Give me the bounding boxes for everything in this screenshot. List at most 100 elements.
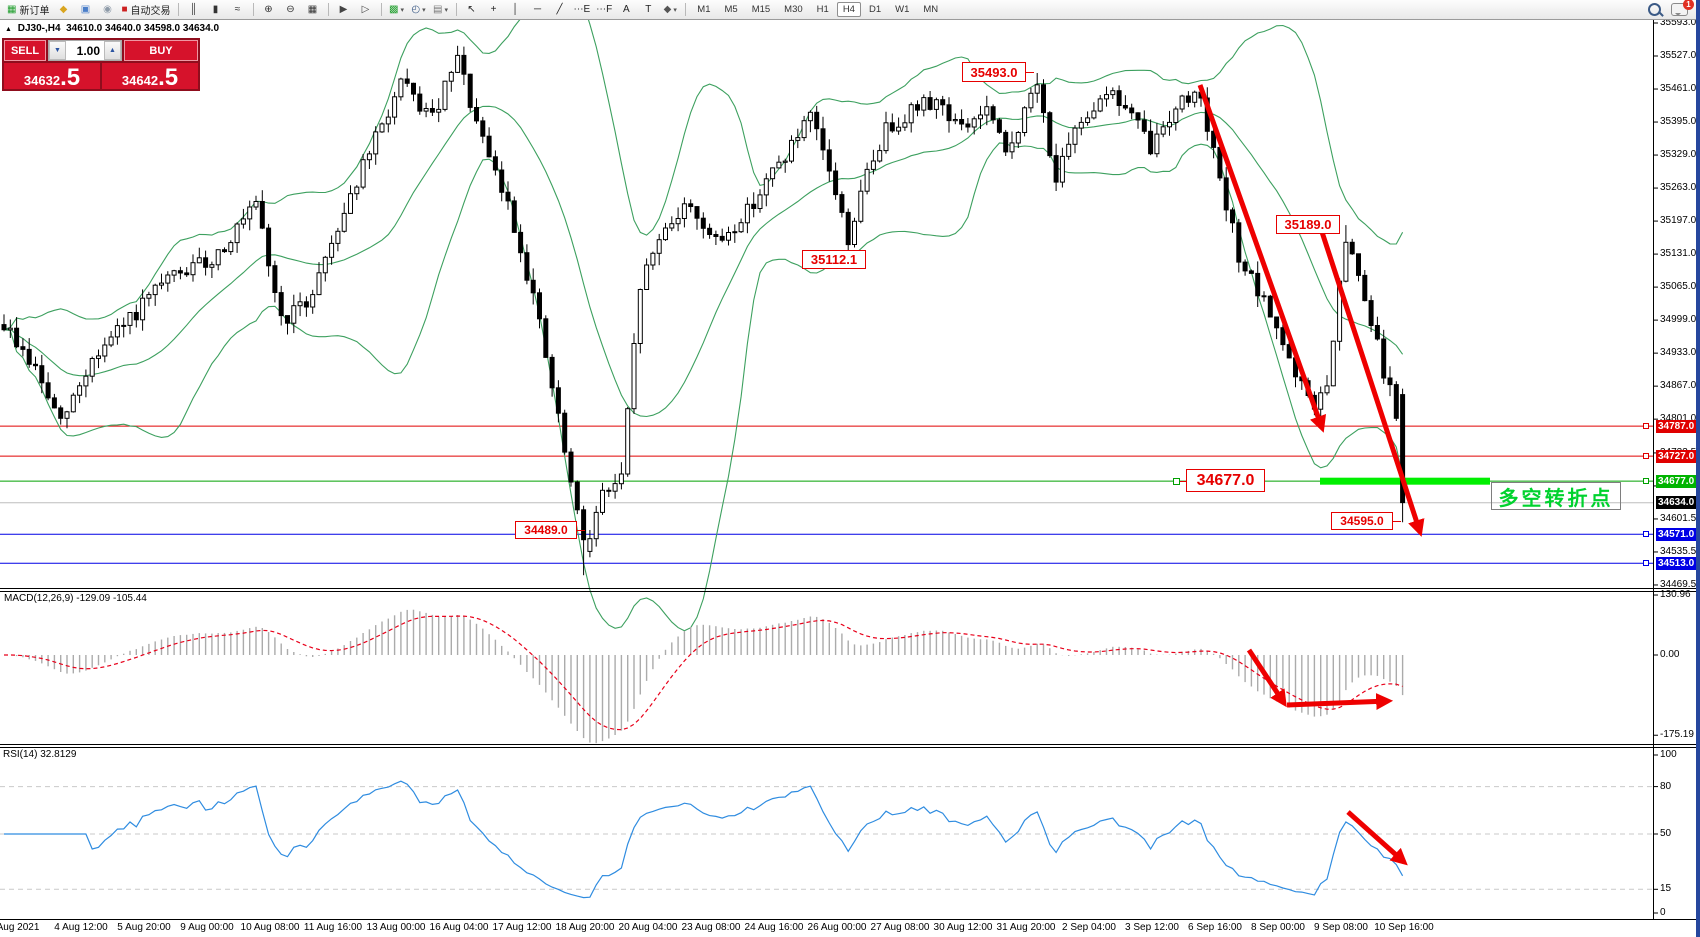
zoom-out-icon: ⊖ [286, 3, 295, 15]
sell-price-display[interactable]: 34632.5 [4, 63, 100, 89]
buy-price-display[interactable]: 34642.5 [102, 63, 198, 89]
window-edge-strip [1696, 0, 1700, 937]
market-button[interactable]: ▣ [75, 2, 95, 18]
chart-shift-icon: ▷ [361, 3, 370, 15]
macd-arrow-2 [1286, 692, 1394, 710]
signals-icon: ◉ [103, 3, 112, 15]
trendline-icon: ╱ [556, 3, 563, 15]
timeframe-h4-button[interactable]: H4 [836, 2, 861, 17]
buy-button[interactable]: BUY [124, 40, 198, 61]
templates-button[interactable]: ▤ ▾ [431, 2, 451, 18]
zoom-in-icon: ⊕ [264, 3, 273, 15]
candles-style-button[interactable]: ▮ [206, 2, 226, 18]
label-tool[interactable]: T [638, 2, 658, 18]
timeframe-m1-button[interactable]: M1 [697, 4, 711, 15]
market-icon: ▣ [80, 3, 91, 15]
sell-price-big-digit: .5 [60, 64, 81, 90]
crosshair-tool[interactable]: + [484, 2, 504, 18]
search-icon[interactable] [1648, 3, 1661, 16]
styles-button[interactable]: ◆ [53, 2, 73, 18]
macd-indicator [4, 609, 1404, 744]
cursor-tool[interactable]: ↖ [462, 2, 482, 18]
shapes-icon: ◆ [663, 3, 672, 15]
fibonacci-tool[interactable]: ⋯F [594, 2, 614, 18]
line-style-button[interactable]: ≈ [228, 2, 248, 18]
rsi-arrow-1 [1346, 810, 1408, 866]
autoscroll-button[interactable]: ▶ [334, 2, 354, 18]
signals-button[interactable]: ◉ [97, 2, 117, 18]
timeframe-m30-button[interactable]: M30 [784, 4, 803, 15]
macd-arrow-1 [1246, 648, 1287, 708]
trend-arrow-2 [1319, 231, 1425, 537]
notification-badge: 1 [1683, 0, 1694, 10]
timeframe-m15-button[interactable]: M15 [751, 4, 771, 15]
rsi-line [4, 780, 1404, 899]
new-chart-button[interactable]: ▩ ▾ [387, 2, 407, 18]
volume-decrease-button[interactable]: ▼ [49, 41, 66, 60]
label-icon: T [645, 3, 652, 15]
timeframe-h1-button[interactable]: H1 [816, 4, 829, 15]
timeframe-d1-button[interactable]: D1 [868, 4, 882, 15]
axis-ticks [1653, 22, 1658, 914]
profiles-icon: ◴ [411, 3, 421, 15]
main-toolbar: ▦ 新订单 ◆ ▣ ◉ ■ 自动交易 ║ ▮ ≈ ⊕ ⊖ ▦ ▶ ▷ ▩ ▾ ◴ ▾ ▤ ▾ ↖ + │ ─ ╱ ⋯E ⋯F A T ◆ ▾ M… [0, 0, 1700, 20]
sell-button[interactable]: SELL [4, 40, 46, 61]
styles-icon: ◆ [59, 3, 68, 15]
cursor-icon: ↖ [467, 3, 476, 15]
text-tool[interactable]: A [616, 2, 636, 18]
buy-price-main: 34642 [121, 73, 159, 88]
candles [1, 45, 1406, 576]
tile-windows-button[interactable]: ▦ [303, 2, 323, 18]
timeframe-mn-button[interactable]: MN [923, 4, 939, 15]
text-icon: A [622, 3, 630, 15]
volume-value[interactable]: 1.00 [76, 43, 100, 58]
bars-style-icon: ║ [189, 3, 198, 15]
volume-stepper[interactable]: ▼ 1.00 ▲ [48, 40, 122, 61]
vline-tool[interactable]: │ [506, 2, 526, 18]
timeframe-w1-button[interactable]: W1 [895, 4, 910, 15]
price-level-lines[interactable] [0, 425, 1653, 564]
chevron-down-icon: ▾ [673, 6, 677, 14]
new-order-icon: ▦ [7, 3, 17, 15]
toolbar-separator [685, 3, 687, 16]
profiles-button[interactable]: ◴ ▾ [409, 2, 429, 18]
macd-indicator-label: MACD(12,26,9) -129.09 -105.44 [4, 593, 147, 604]
new-order-button[interactable]: ▦ 新订单 [5, 2, 51, 18]
shapes-tool[interactable]: ◆ ▾ [660, 2, 680, 18]
toolbar-separator [380, 3, 382, 16]
autoscroll-icon: ▶ [339, 3, 348, 15]
chevron-down-icon: ▾ [422, 6, 426, 14]
hline-icon: ─ [533, 3, 542, 15]
autotrading-button[interactable]: ■ 自动交易 [119, 2, 172, 18]
line-style-icon: ≈ [234, 3, 241, 15]
timeframe-m5-button[interactable]: M5 [724, 4, 738, 15]
toolbar-separator [252, 3, 254, 16]
trend-arrows[interactable] [1197, 84, 1425, 866]
rsi-indicator-label: RSI(14) 32.8129 [3, 749, 77, 760]
channel-icon: ⋯E [573, 3, 591, 15]
channel-tool[interactable]: ⋯E [572, 2, 593, 18]
new-order-button-label: 新订单 [19, 6, 50, 17]
chevron-down-icon: ▾ [444, 6, 448, 14]
templates-icon: ▤ [433, 3, 443, 15]
zoom-in-button[interactable]: ⊕ [259, 2, 279, 18]
fibonacci-icon: ⋯F [596, 3, 613, 15]
hline-tool[interactable]: ─ [528, 2, 548, 18]
panel-borders [0, 20, 1700, 920]
buy-price-big-digit: .5 [158, 64, 179, 90]
symbol-name: DJ30-,H4 [17, 23, 61, 34]
chart-shift-button[interactable]: ▷ [356, 2, 376, 18]
symbol-ohlc: 34610.0 34640.0 34598.0 34634.0 [66, 23, 220, 34]
toolbar-separator [455, 3, 457, 16]
volume-increase-button[interactable]: ▲ [104, 41, 121, 60]
zoom-out-button[interactable]: ⊖ [281, 2, 301, 18]
candles-style-icon: ▮ [212, 3, 219, 15]
bars-style-button[interactable]: ║ [184, 2, 204, 18]
trendline-tool[interactable]: ╱ [550, 2, 570, 18]
chat-icon[interactable]: 1 [1671, 0, 1694, 16]
toolbar-separator [327, 3, 329, 16]
crosshair-icon: + [490, 3, 497, 15]
symbol-info-bar: ▲ DJ30-,H4 34610.0 34640.0 34598.0 34634… [5, 23, 219, 34]
